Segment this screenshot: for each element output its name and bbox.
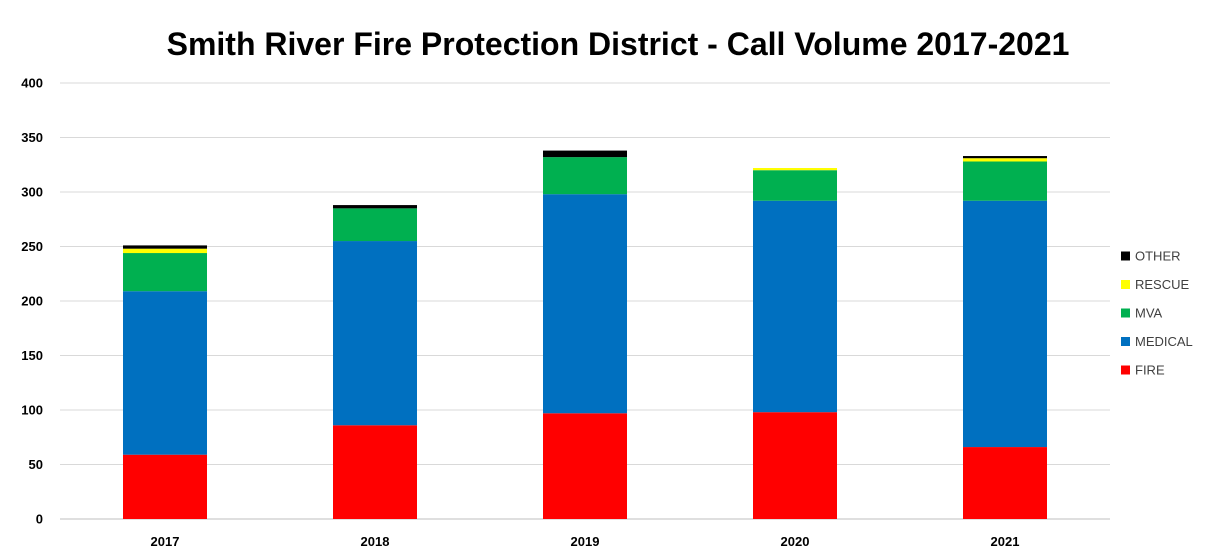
bar-segment-mva-2019 — [543, 157, 627, 195]
bar-segment-other-2021 — [963, 156, 1047, 159]
x-tick-label: 2017 — [151, 534, 180, 549]
x-axis-tick-labels: 2017 2018 2019 2020 2021 — [151, 534, 1020, 549]
y-tick-label: 150 — [21, 348, 43, 363]
y-tick-label: 250 — [21, 239, 43, 254]
legend-label-rescue: RESCUE — [1135, 277, 1190, 292]
bar-segment-rescue-2020 — [753, 168, 837, 171]
bar-segment-medical-2021 — [963, 200, 1047, 448]
legend-label-medical: MEDICAL — [1135, 334, 1193, 349]
bars — [123, 150, 1047, 519]
bar-segment-rescue-2017 — [123, 248, 207, 254]
bar-segment-mva-2017 — [123, 253, 207, 292]
bar-segment-other-2017 — [123, 245, 207, 249]
bar-segment-other-2019 — [543, 150, 627, 158]
bar-segment-medical-2019 — [543, 194, 627, 414]
legend-label-other: OTHER — [1135, 249, 1181, 264]
legend-swatch-medical — [1121, 337, 1130, 346]
x-tick-label: 2019 — [571, 534, 600, 549]
legend-swatch-mva — [1121, 308, 1130, 318]
bar-segment-other-2018 — [333, 205, 417, 209]
bar-segment-fire-2021 — [963, 447, 1047, 519]
y-tick-label: 400 — [21, 76, 43, 91]
y-tick-label: 50 — [29, 457, 43, 472]
y-tick-label: 350 — [21, 130, 43, 145]
bar-segment-medical-2018 — [333, 241, 417, 426]
legend-label-mva: MVA — [1135, 306, 1163, 321]
legend-swatch-other — [1121, 251, 1130, 261]
y-tick-label: 200 — [21, 294, 43, 309]
legend-swatch-rescue — [1121, 280, 1130, 289]
legend-swatch-fire — [1121, 365, 1130, 375]
bar-segment-mva-2018 — [333, 208, 417, 242]
bar-segment-mva-2020 — [753, 170, 837, 201]
bar-segment-fire-2017 — [123, 454, 207, 519]
bar-segment-mva-2021 — [963, 161, 1047, 201]
y-tick-label: 100 — [21, 403, 43, 418]
chart-title: Smith River Fire Protection District - C… — [167, 26, 1070, 62]
bar-segment-fire-2020 — [753, 412, 837, 519]
bar-segment-medical-2017 — [123, 291, 207, 455]
bar-segment-rescue-2021 — [963, 158, 1047, 162]
bar-segment-fire-2018 — [333, 425, 417, 519]
bar-segment-fire-2019 — [543, 413, 627, 519]
y-axis-tick-labels: 0 50 100 150 200 250 300 350 400 — [21, 76, 43, 527]
x-tick-label: 2020 — [781, 534, 810, 549]
y-tick-label: 0 — [36, 512, 43, 527]
y-tick-label: 300 — [21, 185, 43, 200]
legend-label-fire: FIRE — [1135, 363, 1165, 378]
x-tick-label: 2021 — [991, 534, 1020, 549]
bar-segment-medical-2020 — [753, 200, 837, 413]
legend: OTHER RESCUE MVA MEDICAL FIRE — [1121, 249, 1193, 378]
x-tick-label: 2018 — [361, 534, 390, 549]
